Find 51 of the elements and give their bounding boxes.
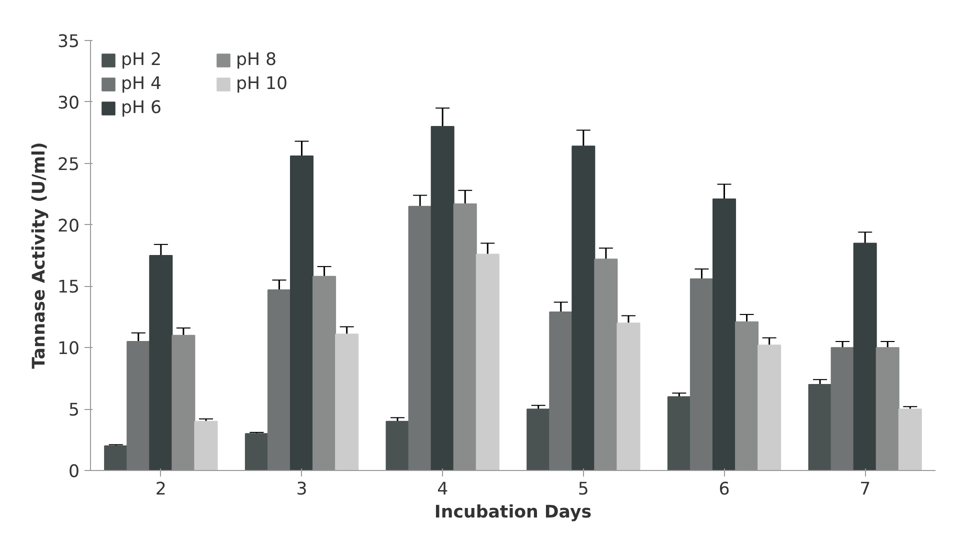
legend-label: pH 2 [121,50,163,70]
bar [104,445,128,470]
y-tick-label: 25 [57,154,80,175]
bar [430,126,454,470]
y-axis-title: Tannase Activity (U/ml) [29,142,50,369]
bar [335,334,359,470]
bar [690,278,714,470]
x-tick-label: 4 [437,480,448,500]
bar [594,258,618,470]
bar [267,289,291,470]
bar [194,420,218,470]
bar [172,334,196,470]
bar [453,203,477,470]
bar [853,242,877,470]
x-tick-label: 6 [718,480,730,500]
y-tick-label: 10 [57,339,80,360]
x-tick-label: 2 [155,480,166,500]
bar [876,347,900,470]
bar [408,206,432,470]
bar [549,312,573,470]
x-tick-label: 5 [578,480,589,500]
x-axis-title: Incubation Days [434,502,592,522]
bar [758,344,782,470]
bar [476,254,500,470]
bar [526,408,550,470]
y-tick-label: 5 [68,400,80,421]
y-tick-label: 0 [68,462,80,482]
legend-label: pH 10 [236,74,289,94]
bar [616,322,640,470]
x-tick-label: 3 [296,480,308,500]
legend-label: pH 8 [236,50,278,70]
y-tick-label: 20 [57,216,80,236]
bar [808,384,832,470]
y-tick-label: 30 [57,93,80,114]
bar [712,198,736,470]
x-tick-label: 7 [860,480,871,500]
bar [126,341,150,470]
bar [312,276,336,470]
bar [244,433,268,470]
bar [386,420,410,470]
bar [735,321,759,470]
bar [830,347,854,470]
legend-label: pH 6 [121,98,163,118]
bar [149,255,173,470]
bar [572,146,596,470]
bar [290,155,314,470]
y-tick-label: 35 [57,32,80,52]
bar [667,396,691,470]
bar [898,408,922,470]
legend-label: pH 4 [121,74,163,94]
y-tick-label: 15 [57,278,80,298]
